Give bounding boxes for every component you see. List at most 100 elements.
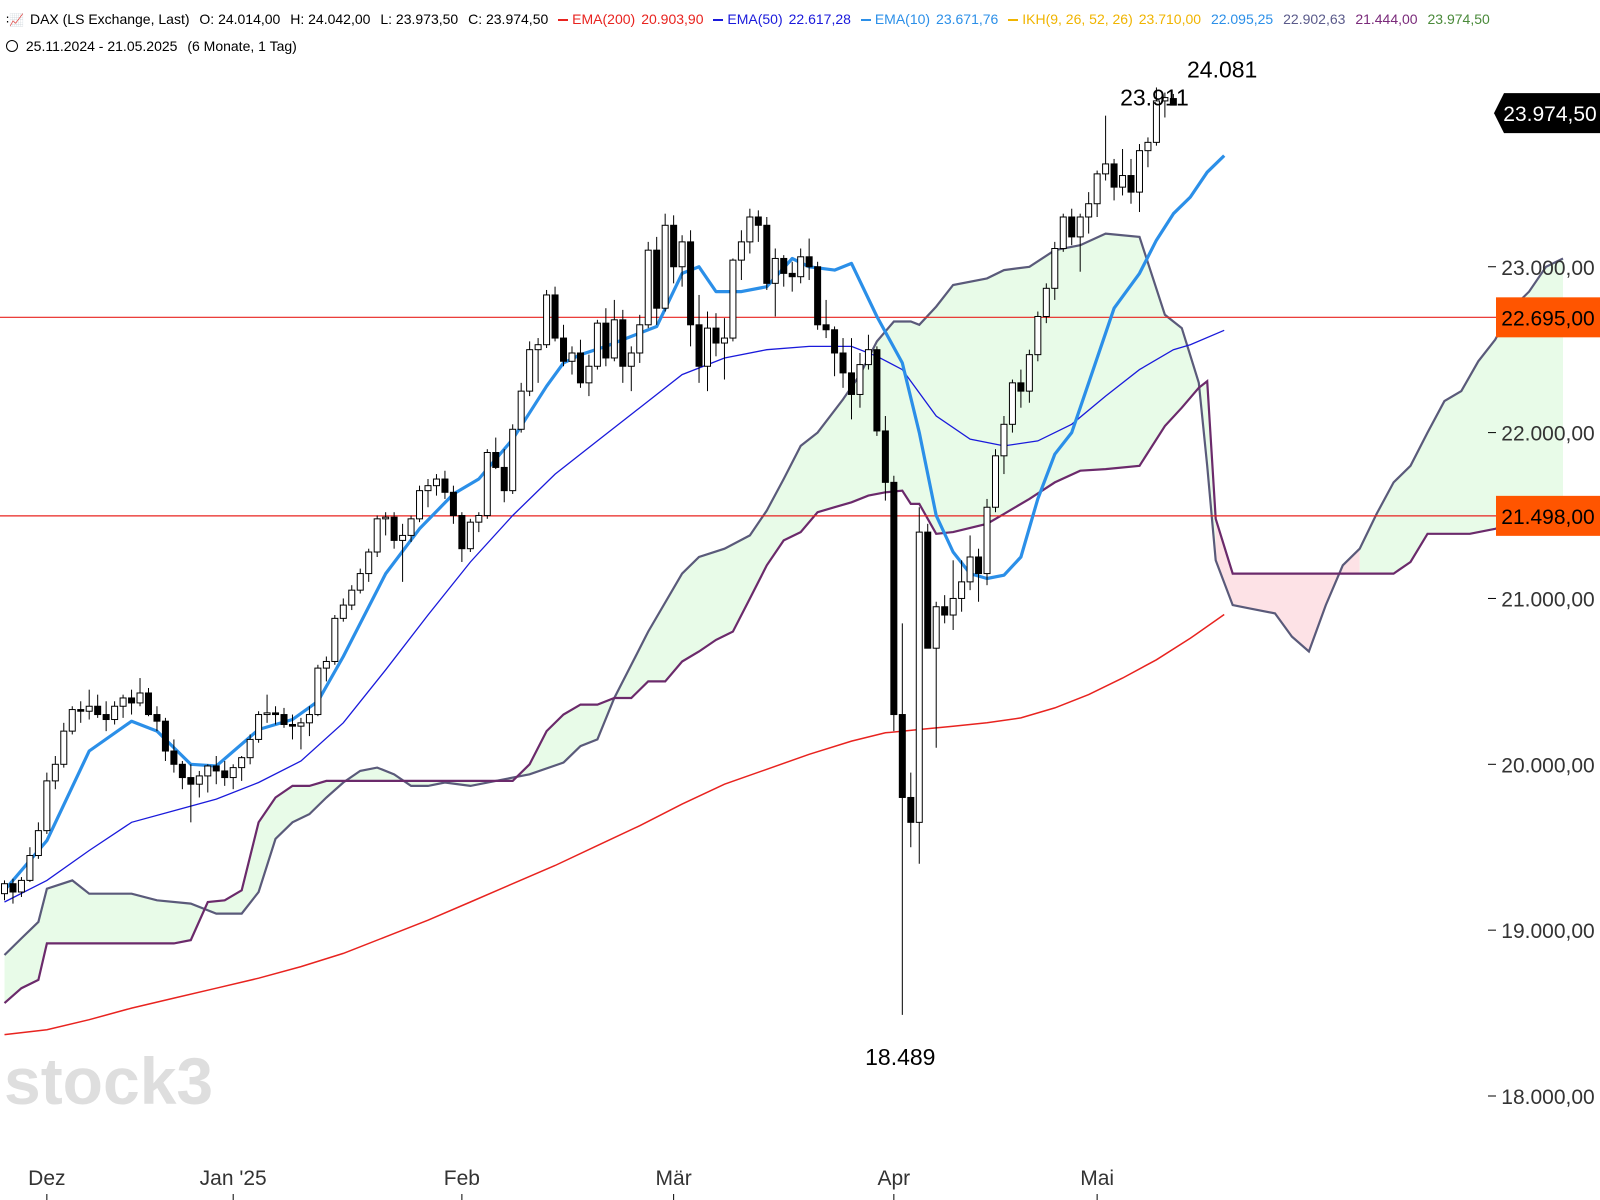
candle-body — [712, 327, 720, 344]
candle-body — [1017, 382, 1025, 392]
indicator-lines — [3, 154, 1226, 1036]
candle-body — [331, 617, 339, 662]
candle-body — [636, 324, 644, 354]
y-tick-label-3: 21.000,00 — [1501, 588, 1594, 611]
chart-bars-icon: ∶📈 — [6, 13, 25, 27]
candle-body — [348, 589, 356, 606]
candle-body — [661, 224, 669, 309]
candle-body — [1152, 100, 1160, 143]
candle-body — [1059, 216, 1067, 250]
ema200-legend[interactable]: EMA(200) 20.903,90 — [558, 11, 704, 27]
horizontal-line-label-0: 22.695,00 — [1501, 307, 1594, 330]
candle-body — [1, 883, 8, 895]
date-range: 25.11.2024 - 21.05.2025 — [25, 38, 178, 54]
horizontal-line-label-bg-0 — [1496, 297, 1600, 338]
candle-body — [534, 344, 542, 351]
candle-body — [822, 324, 830, 331]
candle-body — [737, 241, 745, 261]
candle-body — [1102, 163, 1110, 175]
ikh-value-2: 22.095,25 — [1210, 11, 1274, 27]
candle-body — [526, 349, 534, 392]
candle-body — [382, 516, 390, 520]
candle-body — [483, 452, 491, 517]
price-annotations: 18.489 23.911 24.081 — [865, 56, 1257, 1069]
candle-body — [983, 506, 991, 575]
candle-body — [1025, 354, 1033, 392]
candle-body — [517, 390, 525, 430]
candle-body — [407, 518, 415, 536]
candle-body — [1169, 98, 1177, 106]
ikh-value-5: 23.974,50 — [1427, 11, 1490, 27]
senkou-span-b-line — [3, 379, 1563, 1004]
candle-body — [458, 515, 466, 550]
candle-body — [153, 714, 161, 722]
candle-body — [43, 780, 51, 832]
candle-body — [229, 767, 237, 779]
x-axis: Dez Jan '25 Feb Mär Apr Mai — [28, 1167, 1114, 1200]
candle-body — [466, 521, 474, 550]
candle-body — [212, 765, 220, 772]
candle-body — [500, 466, 508, 492]
candle-body — [263, 712, 271, 716]
candle-body — [805, 256, 813, 268]
candle-body — [932, 606, 940, 649]
candle-body — [771, 257, 779, 284]
candle-body — [314, 667, 322, 716]
candle-body — [1127, 175, 1135, 193]
ema200-line — [4, 613, 1225, 1036]
ema50-legend[interactable]: EMA(50) 22.617,28 — [713, 11, 851, 27]
candle-body — [610, 319, 618, 359]
ikh-legend[interactable]: IKH(9, 26, 52, 26) 23.710,00 — [1008, 11, 1201, 27]
candle-body — [1008, 382, 1016, 425]
candle-body — [255, 714, 263, 740]
candle-body — [9, 883, 17, 893]
candle-body — [373, 518, 381, 553]
price-annotation-0: 18.489 — [865, 1044, 935, 1070]
candle-body — [68, 709, 76, 732]
candle-body — [780, 257, 788, 274]
candle-body — [746, 216, 754, 243]
candle-body — [204, 765, 212, 777]
candle-body — [246, 738, 254, 759]
candles[interactable] — [1, 87, 1177, 1015]
x-tick-label-1: Jan '25 — [200, 1167, 267, 1190]
y-tick-label-2: 20.000,00 — [1501, 754, 1594, 777]
candle-body — [187, 777, 195, 785]
candle-body — [221, 770, 229, 779]
candle-body — [441, 478, 449, 493]
candle-body — [720, 337, 728, 344]
candle-body — [170, 750, 178, 765]
candle-body — [949, 597, 957, 616]
candle-body — [898, 714, 906, 798]
candle-body — [543, 294, 551, 346]
candle-body — [94, 705, 102, 716]
candle-body — [924, 531, 932, 649]
ikh-value-4: 21.444,00 — [1355, 11, 1418, 27]
candle-body — [627, 352, 635, 367]
candle-body — [1110, 163, 1118, 188]
candle-body — [670, 224, 678, 268]
candle-body — [492, 452, 500, 468]
candle-body — [907, 796, 915, 823]
candle-body — [644, 249, 652, 326]
candle-body — [958, 581, 966, 599]
horizontal-lines: 22.695,00 21.498,00 — [0, 297, 1600, 536]
y-tick-label-4: 22.000,00 — [1501, 423, 1594, 446]
candle-body — [991, 455, 999, 508]
candle-body — [619, 319, 627, 367]
candle-body — [178, 763, 186, 779]
ema10-legend[interactable]: EMA(10) 23.671,76 — [860, 11, 998, 27]
instrument-name: DAX (LS Exchange, Last) — [29, 11, 190, 27]
candle-body — [890, 481, 898, 716]
candle-body — [788, 272, 796, 278]
candle-body — [1119, 175, 1127, 188]
candle-body — [831, 329, 839, 354]
candle-body — [593, 322, 601, 367]
candle-body — [356, 573, 364, 591]
candle-body — [432, 478, 440, 487]
date-range-detail: (6 Monate, 1 Tag) — [187, 38, 297, 54]
candle-body — [136, 692, 144, 704]
x-tick-label-3: Mär — [656, 1167, 692, 1190]
